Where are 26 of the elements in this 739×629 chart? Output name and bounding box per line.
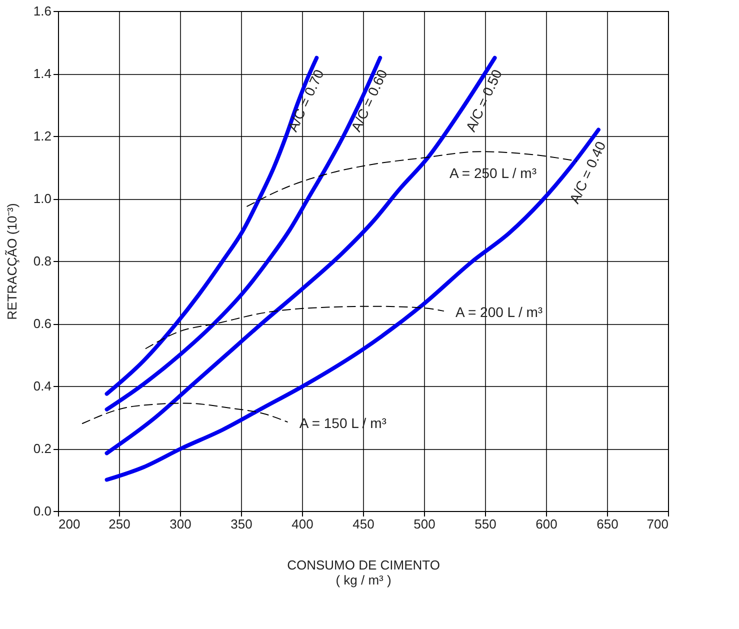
y-tick-label: 1.2 — [33, 128, 52, 144]
x-tick-label: 350 — [230, 516, 252, 532]
x-tick-label: 650 — [596, 516, 618, 532]
y-axis-title: RETRACÇÃO (10⁻³) — [4, 203, 20, 320]
x-tick-label: 450 — [352, 516, 374, 532]
y-tick-label: 1.0 — [33, 191, 52, 206]
x-tick-label: 400 — [292, 516, 314, 532]
text: A/C = 0.70 — [284, 66, 328, 134]
x-tick-label: 600 — [536, 516, 558, 532]
x-tick-label: 250 — [108, 516, 130, 532]
y-tick-label: 0.2 — [33, 441, 52, 456]
x-tick-label: 550 — [474, 516, 496, 532]
x-tick-label: 700 — [646, 516, 668, 532]
y-tick-label: 1.4 — [33, 66, 52, 81]
text: A/C = 0.40 — [566, 138, 609, 206]
y-tick-label: 0.4 — [33, 378, 52, 394]
y-tick-label: 1.6 — [33, 4, 52, 18]
y-tick-label: 0.0 — [33, 504, 52, 518]
text: A/C = 0.50 — [462, 66, 506, 134]
x-tick-label: 500 — [414, 516, 436, 532]
text: A/C = 0.60 — [348, 66, 390, 134]
x-tick-label: 200 — [58, 516, 80, 532]
y-tick-label: 0.8 — [33, 254, 52, 268]
y-tick-label: 0.6 — [33, 316, 52, 331]
x-tick-label: 300 — [170, 516, 192, 532]
x-axis-title: CONSUMO DE CIMENTO ( kg / m³ ) — [287, 558, 440, 588]
